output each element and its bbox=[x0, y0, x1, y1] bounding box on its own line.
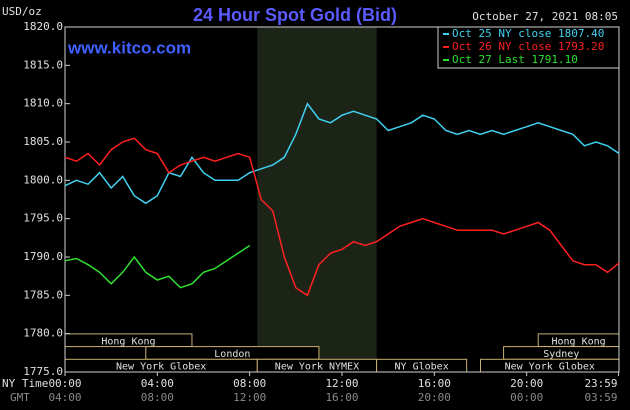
y-tick-label: 1820.0 bbox=[23, 20, 63, 33]
legend-box bbox=[437, 26, 620, 69]
session-label: London bbox=[214, 349, 250, 360]
y-tick-label: 1805.0 bbox=[23, 135, 63, 148]
session-label: NY Globex bbox=[395, 362, 449, 373]
x2-tick-label: 08:00 bbox=[141, 391, 174, 404]
y-tick-label: 1800.0 bbox=[23, 173, 63, 186]
session-label: Sydney bbox=[543, 349, 579, 360]
series-line bbox=[64, 137, 620, 297]
y-tick-label: 1790.0 bbox=[23, 250, 63, 263]
legend-label: Oct 27 Last 1791.10 bbox=[452, 53, 578, 66]
x-axis-label: NY Time bbox=[2, 377, 48, 390]
watermark: www.kitco.com bbox=[67, 38, 191, 57]
x2-tick-label: 04:00 bbox=[48, 391, 81, 404]
y-axis-label: USD/oz bbox=[2, 5, 42, 18]
x-tick-label: 08:00 bbox=[233, 377, 266, 390]
x-tick-label: 20:00 bbox=[510, 377, 543, 390]
session-label: New York NYMEX bbox=[275, 362, 359, 373]
y-tick-label: 1795.0 bbox=[23, 212, 63, 225]
x2-tick-label: 03:59 bbox=[584, 391, 617, 404]
y-tick-label: 1785.0 bbox=[23, 288, 63, 301]
series-line bbox=[64, 244, 251, 289]
legend-label: Oct 26 NY close 1793.20 bbox=[452, 40, 604, 53]
x-tick-label: 23:59 bbox=[584, 377, 617, 390]
session-label: Hong Kong bbox=[552, 336, 606, 347]
legend-label: Oct 25 NY close 1807.40 bbox=[452, 27, 604, 40]
x2-tick-label: 00:00 bbox=[510, 391, 543, 404]
x2-tick-label: 16:00 bbox=[325, 391, 358, 404]
x-tick-label: 16:00 bbox=[418, 377, 451, 390]
y-tick-label: 1775.0 bbox=[23, 365, 63, 378]
shaded-session bbox=[257, 27, 377, 372]
x-tick-label: 12:00 bbox=[325, 377, 358, 390]
session-label: New York Globex bbox=[505, 362, 595, 373]
x2-tick-label: 20:00 bbox=[418, 391, 451, 404]
x2-tick-label: 12:00 bbox=[233, 391, 266, 404]
x-tick-label: 04:00 bbox=[141, 377, 174, 390]
session-label: Hong Kong bbox=[101, 336, 155, 347]
y-tick-label: 1815.0 bbox=[23, 58, 63, 71]
session-label: New York Globex bbox=[116, 362, 206, 373]
x2-axis-label: GMT bbox=[10, 391, 30, 404]
chart-date: October 27, 2021 08:05 bbox=[472, 10, 618, 23]
x-tick-label: 00:00 bbox=[48, 377, 81, 390]
series-line bbox=[64, 102, 620, 205]
y-tick-label: 1780.0 bbox=[23, 327, 63, 340]
y-tick-label: 1810.0 bbox=[23, 97, 63, 110]
chart-title: 24 Hour Spot Gold (Bid) bbox=[193, 5, 397, 25]
